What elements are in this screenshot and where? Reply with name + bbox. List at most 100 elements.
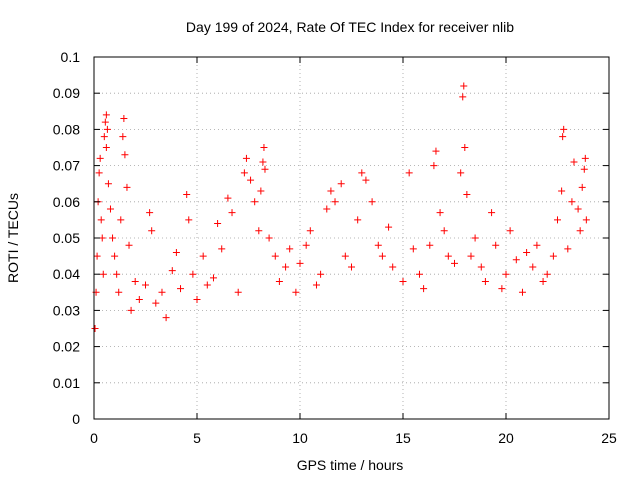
data-point: [146, 209, 154, 217]
x-tick-label: 25: [601, 430, 617, 446]
data-point: [93, 252, 101, 260]
x-tick-label: 5: [193, 430, 201, 446]
data-point: [539, 277, 547, 285]
data-point: [354, 216, 362, 224]
data-point: [91, 325, 99, 332]
data-point: [100, 133, 108, 141]
data-point: [255, 227, 263, 235]
data-point: [426, 241, 434, 249]
data-point: [327, 187, 335, 195]
y-tick-label: 0.08: [53, 121, 80, 137]
data-point: [574, 205, 582, 213]
x-tick-label: 15: [395, 430, 411, 446]
data-point: [385, 223, 393, 231]
data-point: [106, 205, 114, 213]
data-point: [554, 216, 561, 224]
data-point: [251, 198, 259, 206]
data-point: [203, 281, 211, 289]
data-point: [148, 227, 156, 235]
data-point: [103, 125, 111, 133]
data-point: [193, 296, 201, 304]
data-point: [518, 288, 526, 296]
data-point: [158, 288, 166, 296]
data-point: [265, 234, 273, 242]
data-point: [209, 274, 217, 282]
data-point: [121, 151, 129, 159]
data-point: [247, 176, 255, 184]
data-point: [199, 252, 207, 260]
y-tick-label: 0.02: [53, 339, 80, 355]
data-point: [560, 125, 568, 133]
data-point: [240, 169, 248, 177]
data-point: [189, 270, 197, 278]
data-point: [368, 198, 376, 206]
data-point: [488, 209, 496, 217]
data-point: [111, 252, 119, 260]
data-point: [543, 270, 551, 278]
data-point: [109, 234, 117, 242]
x-tick-label: 0: [90, 430, 98, 446]
data-point: [120, 115, 128, 123]
data-point: [257, 187, 265, 195]
data-point: [409, 245, 417, 253]
data-point: [463, 191, 471, 199]
data-point: [162, 314, 170, 322]
data-point: [115, 288, 123, 296]
data-point: [558, 187, 566, 195]
data-point: [533, 241, 541, 249]
y-tick-label: 0: [72, 411, 80, 427]
y-tick-label: 0.09: [53, 85, 80, 101]
data-point: [142, 281, 149, 289]
data-point: [242, 154, 250, 162]
data-point: [362, 176, 370, 184]
data-point: [286, 245, 294, 253]
data-point: [168, 267, 176, 275]
data-point: [523, 248, 531, 256]
data-point: [306, 227, 314, 235]
data-point: [581, 154, 589, 162]
x-axis: 0 5 10 15 20 25: [90, 57, 617, 446]
data-point: [471, 234, 479, 242]
data-point: [296, 259, 304, 267]
data-point: [123, 183, 131, 191]
data-point: [102, 144, 110, 151]
data-point: [228, 209, 236, 217]
data-point: [102, 111, 110, 119]
data-point: [177, 285, 185, 293]
data-point: [436, 209, 444, 217]
data-point: [96, 154, 104, 162]
data-point: [275, 277, 283, 285]
data-point: [420, 285, 428, 293]
data-point: [302, 241, 310, 249]
data-point: [399, 277, 407, 285]
data-point: [459, 93, 467, 101]
data-point: [323, 205, 331, 213]
grid: [94, 57, 609, 419]
y-tick-label: 0.01: [53, 375, 80, 391]
data-point: [261, 165, 269, 173]
plot-frame: [93, 56, 610, 420]
data-point: [559, 133, 567, 141]
data-point: [127, 306, 135, 314]
data-point: [498, 285, 506, 293]
chart-title: Day 199 of 2024, Rate Of TEC Index for r…: [186, 19, 514, 35]
data-point: [99, 270, 107, 278]
data-point: [451, 259, 458, 267]
data-point: [461, 144, 469, 151]
data-point: [378, 252, 386, 260]
data-point: [185, 216, 193, 224]
y-axis-label: ROTI / TECUs: [5, 193, 21, 283]
data-point: [214, 220, 222, 228]
y-tick-label: 0.07: [53, 158, 80, 174]
data-point: [152, 299, 160, 307]
data-point: [172, 248, 180, 256]
data-point: [292, 288, 300, 296]
data-point: [119, 133, 127, 141]
data-point: [580, 165, 588, 173]
data-point: [529, 263, 537, 271]
data-point: [259, 158, 267, 166]
data-point: [331, 198, 339, 206]
data-point: [467, 252, 475, 260]
data-point: [97, 216, 105, 224]
